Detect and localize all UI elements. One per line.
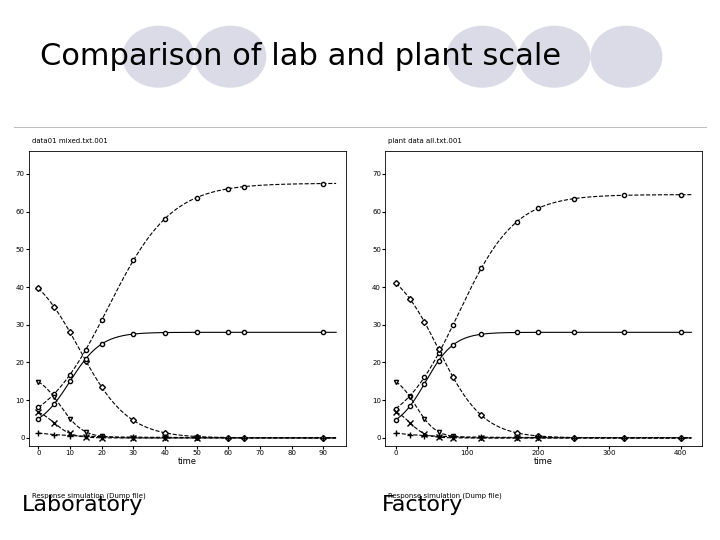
Text: Factory: Factory — [382, 495, 463, 515]
Text: Comparison of lab and plant scale: Comparison of lab and plant scale — [40, 42, 561, 71]
Ellipse shape — [122, 25, 194, 87]
X-axis label: time: time — [534, 457, 553, 466]
Text: Laboratory: Laboratory — [22, 495, 143, 515]
Text: Response simulation (Dump file): Response simulation (Dump file) — [32, 492, 145, 499]
Text: Response simulation (Dump file): Response simulation (Dump file) — [388, 492, 502, 499]
Ellipse shape — [518, 25, 590, 87]
X-axis label: time: time — [178, 457, 197, 466]
Ellipse shape — [590, 25, 662, 87]
Text: plant data all.txt.001: plant data all.txt.001 — [388, 138, 462, 144]
Text: data01 mixed.txt.001: data01 mixed.txt.001 — [32, 138, 108, 144]
Ellipse shape — [194, 25, 266, 87]
Ellipse shape — [446, 25, 518, 87]
